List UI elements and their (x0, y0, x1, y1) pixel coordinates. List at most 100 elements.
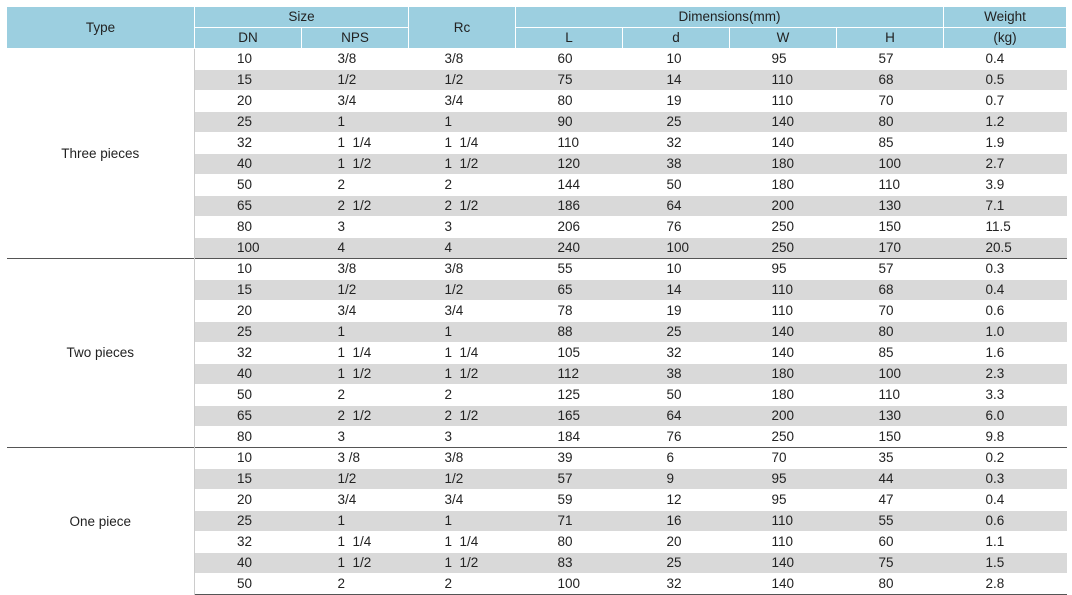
cell-nps: 3 (301, 216, 409, 238)
cell-w: 180 (729, 153, 837, 175)
cell-d: 25 (622, 552, 730, 574)
cell-weight: 2.7 (943, 153, 1067, 175)
cell-d: 32 (622, 132, 730, 154)
cell-l: 165 (515, 405, 623, 427)
cell-h: 68 (836, 279, 944, 301)
cell-l: 55 (515, 258, 623, 280)
cell-rc: 3/4 (408, 90, 516, 112)
cell-w: 110 (729, 90, 837, 112)
table-row: 50 2 2 125 50 180 110 3.3 (7, 384, 1067, 406)
cell-nps: 2 (301, 384, 409, 406)
cell-w: 140 (729, 552, 837, 574)
cell-l: 80 (515, 90, 623, 112)
table-row: 40 1 1/2 1 1/2 120 38 180 100 2.7 (7, 153, 1067, 175)
table-row: 20 3/4 3/4 78 19 110 70 0.6 (7, 300, 1067, 322)
cell-l: 75 (515, 69, 623, 91)
cell-rc: 3 (408, 216, 516, 238)
cell-nps: 3/4 (301, 90, 409, 112)
table-row: 15 1/2 1/2 75 14 110 68 0.5 (7, 69, 1067, 91)
cell-weight: 1.0 (943, 321, 1067, 343)
cell-rc: 4 (408, 237, 516, 259)
table-row: 80 3 3 184 76 250 150 9.8 (7, 426, 1067, 448)
table-row: 20 3/4 3/4 59 12 95 47 0.4 (7, 489, 1067, 511)
cell-w: 110 (729, 69, 837, 91)
cell-l: 184 (515, 426, 623, 448)
cell-nps: 2 1/2 (301, 405, 409, 427)
header-dn: DN (194, 27, 302, 49)
cell-w: 250 (729, 216, 837, 238)
cell-rc: 1 1/4 (408, 132, 516, 154)
cell-rc: 3/4 (408, 489, 516, 511)
cell-dn: 20 (194, 489, 302, 511)
cell-rc: 2 (408, 573, 516, 595)
cell-nps: 1/2 (301, 69, 409, 91)
header-w: W (729, 27, 838, 49)
table-row: 15 1/2 1/2 65 14 110 68 0.4 (7, 279, 1067, 301)
cell-dn: 10 (194, 258, 302, 280)
cell-l: 206 (515, 216, 623, 238)
cell-l: 112 (515, 363, 623, 385)
cell-weight: 0.4 (943, 48, 1067, 70)
cell-weight: 0.6 (943, 300, 1067, 322)
cell-w: 140 (729, 573, 837, 595)
cell-weight: 7.1 (943, 195, 1067, 217)
header-d: d (622, 27, 731, 49)
table-row: 50 2 2 100 32 140 80 2.8 (7, 573, 1067, 595)
cell-h: 100 (836, 363, 944, 385)
cell-dn: 100 (194, 237, 302, 259)
cell-d: 19 (622, 300, 730, 322)
cell-d: 10 (622, 258, 730, 280)
cell-l: 39 (515, 447, 623, 469)
cell-rc: 1/2 (408, 69, 516, 91)
cell-nps: 3/4 (301, 300, 409, 322)
cell-l: 88 (515, 321, 623, 343)
table-row: 25 1 1 71 16 110 55 0.6 (7, 510, 1067, 532)
table-body: Three pieces 10 3/8 3/8 60 10 95 57 0.4 15 1/2 1/2 7… (6, 48, 1067, 595)
cell-dn: 80 (194, 216, 302, 238)
cell-dn: 40 (194, 363, 302, 385)
cell-nps: 1 (301, 321, 409, 343)
cell-rc: 1 1/2 (408, 153, 516, 175)
cell-d: 19 (622, 90, 730, 112)
header-rc: Rc (408, 6, 517, 49)
cell-rc: 1 (408, 111, 516, 133)
cell-rc: 1 1/2 (408, 363, 516, 385)
table-row: 25 1 1 88 25 140 80 1.0 (7, 321, 1067, 343)
cell-h: 75 (836, 552, 944, 574)
spec-table: Type Size Rc Dimensions(mm) Weight DN NP… (6, 6, 1068, 595)
table-row: 32 1 1/4 1 1/4 80 20 110 60 1.1 (7, 531, 1067, 553)
type-label: Three pieces (6, 48, 195, 259)
cell-w: 95 (729, 489, 837, 511)
cell-weight: 0.5 (943, 69, 1067, 91)
cell-weight: 1.1 (943, 531, 1067, 553)
cell-weight: 11.5 (943, 216, 1067, 238)
cell-dn: 50 (194, 174, 302, 196)
table-row: 15 1/2 1/2 57 9 95 44 0.3 (7, 468, 1067, 490)
cell-d: 14 (622, 69, 730, 91)
cell-w: 180 (729, 174, 837, 196)
cell-nps: 3 (301, 426, 409, 448)
cell-dn: 10 (194, 447, 302, 469)
cell-d: 100 (622, 237, 730, 259)
cell-w: 200 (729, 405, 837, 427)
cell-nps: 1 1/2 (301, 552, 409, 574)
cell-dn: 32 (194, 342, 302, 364)
cell-w: 180 (729, 384, 837, 406)
cell-l: 105 (515, 342, 623, 364)
type-label: Two pieces (6, 258, 195, 448)
header-size: Size (193, 6, 410, 28)
cell-h: 110 (836, 384, 944, 406)
cell-weight: 2.8 (943, 573, 1067, 595)
cell-w: 200 (729, 195, 837, 217)
cell-dn: 32 (194, 132, 302, 154)
cell-rc: 1 (408, 321, 516, 343)
cell-weight: 0.7 (943, 90, 1067, 112)
table-row: 100 4 4 240 100 250 170 20.5 (7, 237, 1067, 259)
header-kg: (kg) (943, 27, 1068, 49)
cell-dn: 25 (194, 321, 302, 343)
cell-h: 110 (836, 174, 944, 196)
cell-rc: 1 1/4 (408, 531, 516, 553)
table-row: 65 2 1/2 2 1/2 186 64 200 130 7.1 (7, 195, 1067, 217)
cell-h: 44 (836, 468, 944, 490)
cell-dn: 10 (194, 48, 302, 70)
